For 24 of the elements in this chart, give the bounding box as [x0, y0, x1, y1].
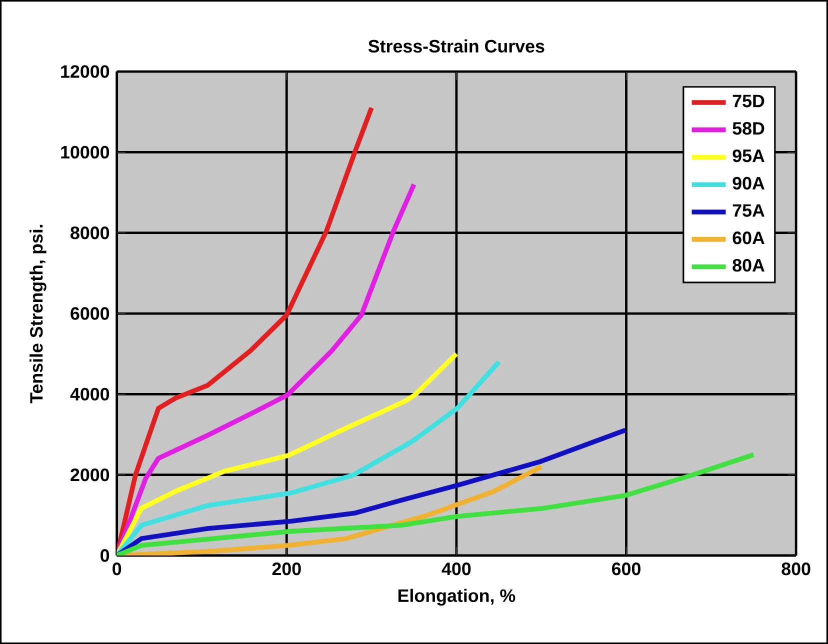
legend-label: 58D	[732, 122, 764, 135]
y-tick-label: 4000	[70, 388, 110, 401]
legend-label: 75D	[732, 94, 764, 108]
legend-label: 75A	[732, 204, 764, 217]
legend-label: 60A	[732, 232, 764, 244]
legend-label: 80A	[732, 258, 764, 272]
y-tick-label: 2000	[70, 468, 110, 482]
y-axis-title: Tensile Strength, psi.	[30, 224, 46, 404]
line-series	[116, 428, 628, 556]
legend-label: 95A	[732, 149, 764, 162]
x-tick-label: 200	[272, 562, 301, 576]
y-tick-label: 0	[100, 549, 110, 562]
chart-title: Stress-Strain Curves	[368, 39, 544, 53]
y-tick-label: 12000	[61, 65, 110, 78]
x-axis-title: Elongation, %	[398, 588, 516, 606]
y-tick-label: 6000	[70, 307, 110, 320]
x-tick-label: 400	[442, 562, 471, 576]
y-tick-label: 10000	[61, 146, 110, 159]
x-tick-label: 600	[612, 562, 640, 576]
y-tick-label: 8000	[70, 226, 110, 240]
x-tick-label: 800	[782, 562, 810, 576]
line-series	[116, 452, 756, 556]
x-tick-label: 0	[112, 562, 122, 576]
legend-label: 90A	[732, 176, 764, 190]
